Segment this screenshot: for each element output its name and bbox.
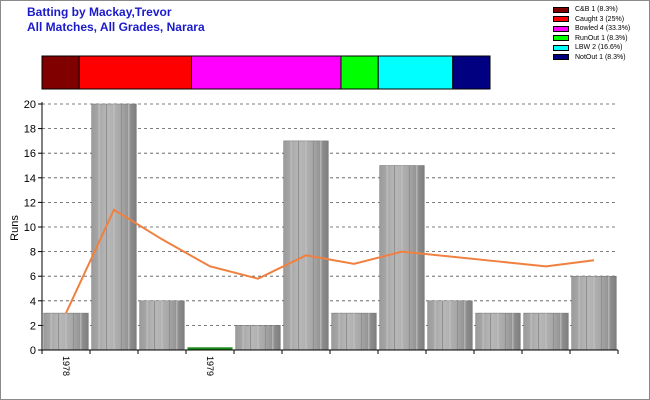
legend-item: LBW 2 (16.6%) (553, 43, 630, 53)
average-line-path (65, 208, 595, 314)
y-axis-label: Runs (9, 215, 21, 241)
average-line (65, 208, 595, 314)
y-tick-label: 6 (30, 271, 36, 283)
legend-swatch (553, 25, 569, 32)
dismissal-segment (78, 55, 192, 90)
legend-item: C&B 1 (8.3%) (553, 5, 630, 15)
dismissal-segment (452, 55, 491, 90)
legend-swatch (553, 16, 569, 23)
x-tick-label: 1978 (61, 356, 71, 376)
y-tick-label: 12 (24, 197, 36, 209)
y-tick-label: 0 (30, 345, 36, 357)
x-tick-label: 1979 (205, 356, 215, 376)
legend-item: NotOut 1 (8.3%) (553, 53, 630, 63)
legend-item: RunOut 1 (8.3%) (553, 34, 630, 44)
legend-label: Caught 3 (25%) (575, 15, 625, 23)
dismissal-segment (340, 55, 379, 90)
legend: C&B 1 (8.3%) Caught 3 (25%) Bowled 4 (33.3… (553, 5, 630, 62)
legend-item: Bowled 4 (33.3%) (553, 24, 630, 34)
legend-label: NotOut 1 (8.3%) (575, 53, 626, 61)
title-line-2: All Matches, All Grades, Narara (27, 20, 205, 34)
dismissal-segment (41, 55, 80, 90)
x-axis-ticks: 1978 1979 (41, 350, 619, 376)
legend-label: LBW 2 (16.6%) (575, 44, 623, 51)
y-axis-ticks: 0 2 4 6 8 10 12 14 16 18 20 (24, 99, 42, 357)
y-tick-label: 20 (24, 99, 36, 111)
legend-label: C&B 1 (8.3%) (575, 6, 618, 13)
legend-swatch (553, 44, 569, 51)
legend-label: RunOut 1 (8.3%) (575, 34, 628, 42)
legend-swatch (553, 35, 569, 42)
legend-swatch (553, 54, 569, 61)
y-tick-label: 10 (24, 222, 36, 234)
dismissal-segment (190, 55, 342, 90)
y-tick-label: 14 (24, 173, 36, 185)
y-tick-label: 2 (30, 320, 36, 332)
title-line-1: Batting by Mackay,Trevor (27, 5, 172, 19)
grid-lines (42, 103, 618, 326)
legend-item: Caught 3 (25%) (553, 15, 630, 25)
y-tick-label: 4 (30, 296, 36, 308)
y-tick-label: 16 (24, 148, 36, 160)
dismissal-segment (377, 55, 454, 90)
chart-title: Batting by Mackay,Trevor All Matches, Al… (27, 5, 205, 35)
dismissal-breakdown-bar (41, 55, 491, 90)
bars (43, 103, 617, 351)
legend-label: Bowled 4 (33.3%) (575, 25, 631, 32)
legend-swatch (553, 6, 569, 13)
y-tick-label: 18 (24, 124, 36, 136)
y-tick-label: 8 (30, 247, 36, 259)
